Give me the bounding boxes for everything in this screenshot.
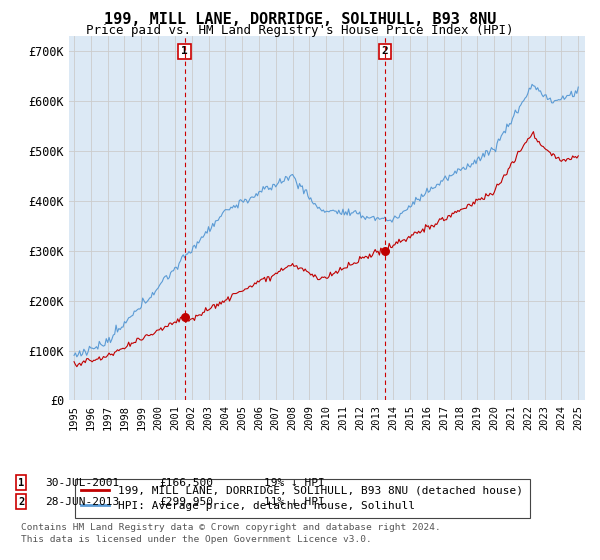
Text: 1: 1: [181, 46, 188, 57]
Text: 2: 2: [382, 46, 388, 57]
Text: 30-JUL-2001: 30-JUL-2001: [45, 478, 119, 488]
Text: Contains HM Land Registry data © Crown copyright and database right 2024.: Contains HM Land Registry data © Crown c…: [21, 523, 441, 532]
Point: [380, 246, 389, 255]
Text: 1: 1: [18, 478, 24, 488]
Text: 19% ↓ HPI: 19% ↓ HPI: [264, 478, 325, 488]
Text: 2: 2: [18, 497, 24, 507]
Text: 11% ↓ HPI: 11% ↓ HPI: [264, 497, 325, 507]
Text: 28-JUN-2013: 28-JUN-2013: [45, 497, 119, 507]
Text: £166,500: £166,500: [159, 478, 213, 488]
Text: This data is licensed under the Open Government Licence v3.0.: This data is licensed under the Open Gov…: [21, 535, 372, 544]
Text: £299,950: £299,950: [159, 497, 213, 507]
Text: 199, MILL LANE, DORRIDGE, SOLIHULL, B93 8NU: 199, MILL LANE, DORRIDGE, SOLIHULL, B93 …: [104, 12, 496, 27]
Legend: 199, MILL LANE, DORRIDGE, SOLIHULL, B93 8NU (detached house), HPI: Average price: 199, MILL LANE, DORRIDGE, SOLIHULL, B93 …: [74, 479, 530, 517]
Text: Price paid vs. HM Land Registry's House Price Index (HPI): Price paid vs. HM Land Registry's House …: [86, 24, 514, 36]
Point: [180, 313, 190, 322]
